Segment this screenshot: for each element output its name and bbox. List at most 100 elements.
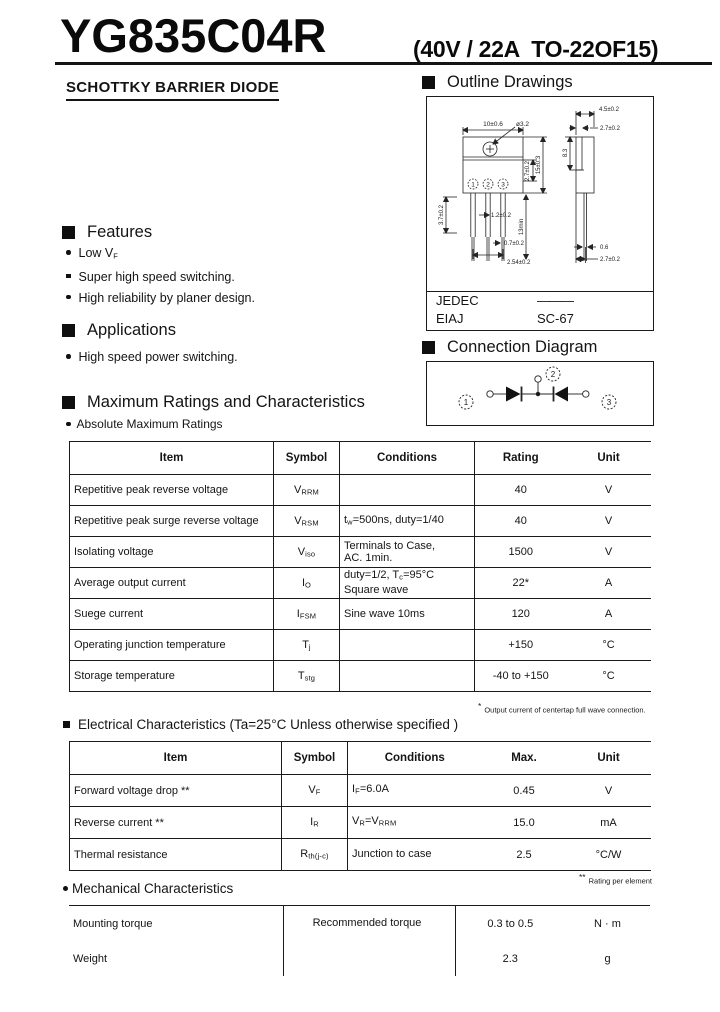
cell-unit: V	[604, 515, 613, 527]
cell-symbol: VRSM	[273, 505, 340, 537]
footnote-mark: *	[478, 701, 482, 711]
dim-label: 2.7±0.2	[600, 257, 621, 263]
cell-unit: °C	[602, 670, 615, 682]
table-row: Weight 2.3 g	[69, 941, 650, 976]
applications-heading: Applications	[62, 321, 176, 340]
cell-rating: 1500	[508, 546, 533, 558]
features-heading: Features	[62, 223, 152, 242]
column-header: Unit	[597, 752, 620, 764]
cell-value: 0.3 to 0.5	[487, 917, 534, 930]
cell-symbol: IR	[281, 806, 348, 839]
outline-title: Outline Drawings	[447, 73, 573, 91]
bullet-item: High speed power switching.	[66, 347, 238, 368]
mechanical-table: Mounting torque Recommended torque 0.3 to …	[69, 905, 650, 976]
cell-unit: mA	[600, 816, 617, 829]
pin-number: 1	[471, 182, 475, 189]
section-marker-icon	[62, 324, 75, 337]
column-header: Symbol	[281, 741, 348, 775]
table-row: Thermal resistance Rth(j-c) Junction to ca…	[69, 838, 651, 871]
applications-title: Applications	[87, 321, 176, 339]
cell-value: 2.3	[502, 952, 518, 965]
eiaj-row: EIAJ SC-67	[427, 310, 653, 328]
footnote-mark: **	[579, 872, 586, 882]
cell-symbol: VF	[281, 774, 348, 807]
cell-unit: N · m	[594, 917, 621, 930]
jedec-row: JEDEC ———	[427, 292, 653, 310]
cell-conditions: duty=1/2, Tc=95°C Square wave	[339, 567, 475, 599]
electrical-footnote: ** Rating per element	[540, 872, 652, 886]
table-header-row: Item Symbol Conditions Max. Unit	[69, 741, 651, 775]
section-marker-icon	[62, 226, 75, 239]
dim-label: ø3.2	[516, 121, 529, 128]
cell-conditions: Sine wave 10ms	[339, 598, 475, 630]
table-row: Average output current IO duty=1/2, Tc=95°…	[69, 567, 651, 599]
part-spec: (40V / 22A TO-22OF15)	[413, 36, 659, 62]
max-ratings-heading: Maximum Ratings and Characteristics	[62, 393, 365, 412]
cell-item: Repetitive peak surge reverse voltage	[69, 505, 274, 537]
column-header: Max.	[511, 752, 537, 764]
cell-item: Forward voltage drop **	[69, 774, 282, 807]
dim-label: 1.2±0.2	[491, 213, 512, 219]
table-row: Repetitive peak reverse voltage VRRM 40 V	[69, 474, 651, 506]
cell-unit: °C	[602, 639, 615, 651]
bullet-icon	[66, 421, 71, 427]
bullet-item: High reliability by planer design.	[66, 288, 255, 309]
cell-rating: 120	[511, 608, 530, 620]
dim-label: 3.7±0.2	[439, 204, 445, 225]
cell-item: Storage temperature	[69, 660, 274, 692]
package-standard-rows: JEDEC ——— EIAJ SC-67	[427, 291, 653, 328]
terminal-number: 2	[551, 370, 556, 379]
bullet-icon	[66, 250, 71, 255]
dim-label: 2.54±0.2	[507, 260, 531, 266]
bullet-item: Low VF	[66, 243, 255, 267]
cell-symbol: Tstg	[273, 660, 340, 692]
dim-label: 10±0.6	[483, 121, 503, 128]
footnote-text: Output current of centertap full wave co…	[484, 705, 646, 715]
cell-symbol: Viso	[273, 536, 340, 568]
bullet-item: Super high speed switching.	[66, 267, 255, 288]
ratings-footnote: * Output current of centertap full wave c…	[478, 701, 678, 715]
cell-symbol: IO	[273, 567, 340, 599]
electrical-section-heading: Electrical Characteristics (Ta=25°C Unle…	[63, 717, 458, 732]
electrical-table: Item Symbol Conditions Max. Unit Forward…	[69, 741, 651, 871]
max-ratings-title: Maximum Ratings and Characteristics	[87, 393, 365, 411]
cell-item: Reverse current **	[69, 806, 282, 839]
applications-list: High speed power switching.	[66, 347, 238, 368]
cell-symbol: Rth(j-c)	[281, 838, 348, 871]
dim-label: 13min	[519, 219, 525, 235]
cell-conditions	[283, 941, 456, 976]
pin-number: 3	[501, 182, 505, 189]
eiaj-label: EIAJ	[436, 311, 464, 326]
cell-item: Operating junction temperature	[69, 629, 274, 661]
jedec-label: JEDEC	[436, 293, 479, 308]
column-header: Conditions	[384, 752, 445, 764]
column-header: Item	[69, 741, 282, 775]
cell-item: Isolating voltage	[69, 536, 274, 568]
cell-rating: 40	[514, 484, 527, 496]
cell-symbol: Tj	[273, 629, 340, 661]
cell-max: 2.5	[516, 848, 532, 861]
terminal-number: 3	[607, 398, 612, 407]
cell-unit: g	[604, 952, 611, 965]
bullet-icon	[66, 294, 71, 299]
max-ratings-table: Item Symbol Conditions Rating Unit Repet…	[69, 441, 651, 692]
features-title: Features	[87, 223, 153, 241]
table-header-row: Item Symbol Conditions Rating Unit	[69, 441, 651, 475]
dim-label: 2.7±0.2	[600, 126, 621, 132]
dim-label: 15±0.3	[536, 155, 542, 174]
connection-heading: Connection Diagram	[422, 338, 597, 357]
terminal-number: 1	[464, 398, 469, 407]
dim-label: 4.5±0.2	[599, 107, 620, 113]
cell-conditions: tw=500ns, duty=1/40	[339, 505, 475, 537]
cell-unit: A	[604, 577, 613, 589]
jedec-value: ———	[537, 293, 574, 308]
dim-label: 8.3	[563, 148, 569, 157]
bullet-text: Low VF	[78, 246, 119, 261]
cell-conditions: IF=6.0A	[352, 783, 389, 796]
dim-label: 2.7±0.2	[525, 160, 531, 181]
bullet-text: High speed power switching.	[78, 350, 238, 364]
dim-label: 0.6	[600, 245, 609, 251]
bullet-icon	[63, 886, 68, 891]
cell-symbol: VRRM	[273, 474, 340, 506]
cell-item: Average output current	[69, 567, 274, 599]
